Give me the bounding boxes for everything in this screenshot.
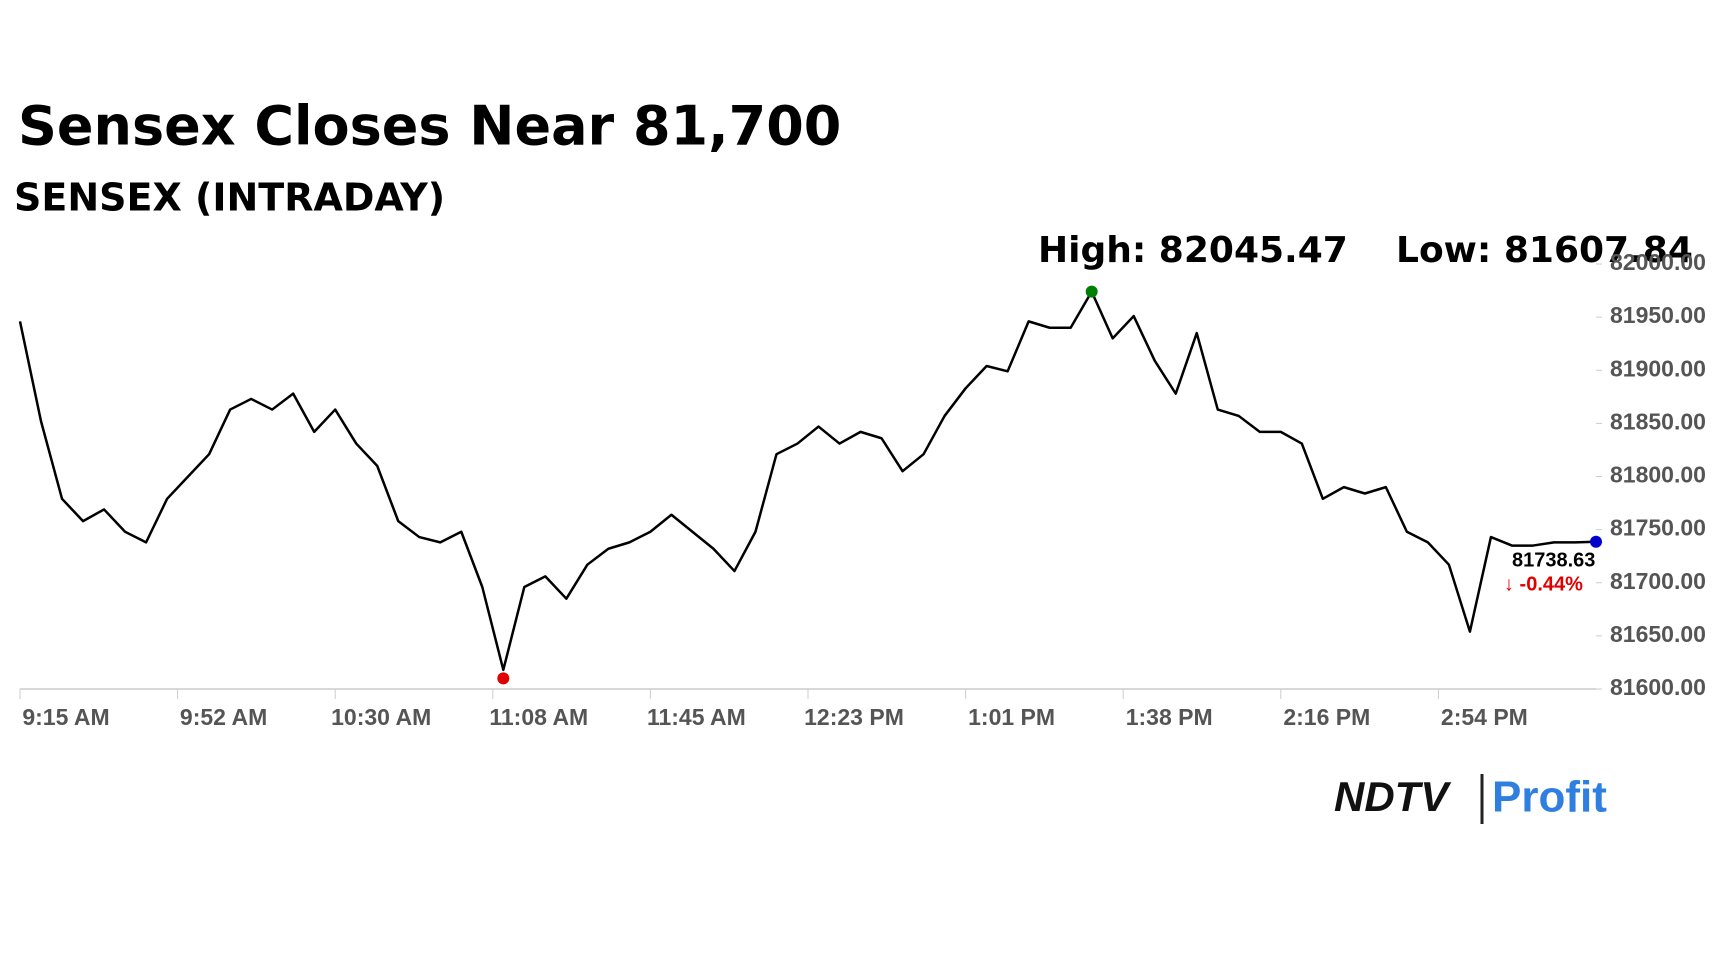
y-tick-label: 82000.00 — [1610, 249, 1706, 275]
x-tick-label: 2:16 PM — [1283, 704, 1370, 730]
marker — [1590, 535, 1602, 548]
x-tick-label: 9:52 AM — [180, 704, 267, 730]
y-tick-label: 81950.00 — [1610, 302, 1706, 328]
chart-subtitle: SENSEX (INTRADAY) — [14, 176, 445, 220]
y-tick-label: 81600.00 — [1610, 674, 1706, 700]
x-tick-label: 9:15 AM — [22, 704, 109, 730]
price-line — [18, 290, 1597, 672]
low-label: Low: 81607.84 — [1396, 230, 1693, 271]
x-tick-label: 2:54 PM — [1441, 704, 1528, 730]
brand-profit: Profit — [1492, 773, 1607, 822]
y-tick-label: 81750.00 — [1610, 515, 1706, 541]
chart-title: Sensex Closes Near 81,700 — [18, 95, 841, 158]
x-tick-label: 1:38 PM — [1126, 704, 1213, 730]
x-tick-label: 11:45 AM — [647, 704, 746, 730]
y-tick-label: 81700.00 — [1610, 568, 1706, 594]
y-tick-label: 81850.00 — [1610, 408, 1706, 434]
y-tick-label: 81800.00 — [1610, 462, 1706, 488]
brand-ndtv: NDTV — [1334, 773, 1451, 820]
y-tick-label: 81650.00 — [1610, 621, 1706, 647]
last-price: 81738.63 — [1512, 549, 1595, 571]
change-label: ↓ -0.44% — [1504, 573, 1583, 595]
marker — [1085, 285, 1098, 298]
y-tick-label: 81900.00 — [1610, 355, 1706, 381]
x-tick-label: 12:23 PM — [804, 704, 904, 730]
x-tick-label: 10:30 AM — [331, 704, 431, 730]
high-label: High: 82045.47 — [1038, 230, 1348, 271]
x-tick-label: 11:08 AM — [489, 704, 588, 730]
x-tick-label: 1:01 PM — [968, 704, 1055, 730]
marker — [497, 672, 510, 685]
